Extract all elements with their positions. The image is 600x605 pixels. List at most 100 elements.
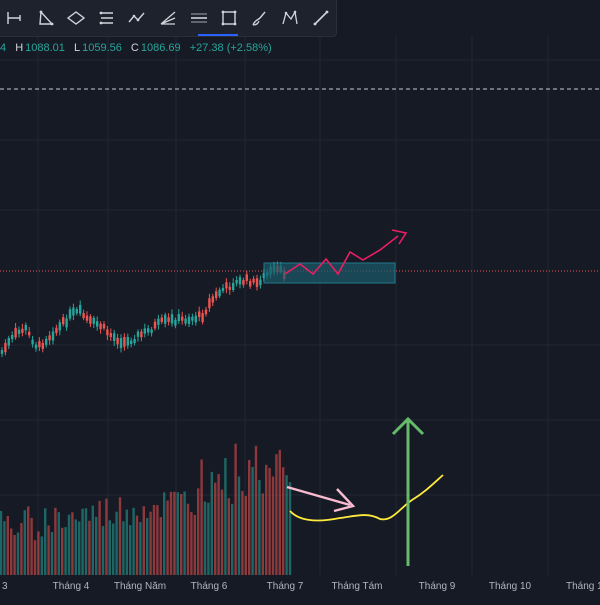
candle-body	[82, 313, 85, 319]
candle-body	[89, 316, 92, 324]
volume-bar	[108, 520, 111, 575]
brush-icon[interactable]	[244, 2, 275, 34]
candle-body	[235, 279, 238, 284]
rectangle-icon[interactable]	[214, 2, 245, 34]
candle-body	[4, 343, 7, 353]
volume-bar	[224, 458, 227, 575]
candle-body	[259, 279, 262, 286]
candle-body	[167, 317, 170, 322]
projection-box	[263, 262, 396, 284]
volume-bar	[30, 517, 33, 575]
candle-body	[7, 338, 10, 346]
candle-body	[113, 333, 116, 341]
trend-line-icon[interactable]	[0, 2, 31, 34]
candle-body	[232, 282, 235, 290]
volume-yellow-curve	[289, 474, 444, 522]
volume-bar	[248, 459, 251, 575]
volume-bar	[135, 515, 139, 575]
horizontal-line-icon[interactable]	[183, 2, 214, 34]
xabcd-pattern-icon[interactable]	[275, 2, 306, 34]
volume-bar	[275, 454, 278, 575]
candle-body	[11, 335, 14, 340]
candle-body	[238, 277, 242, 285]
candle-body	[92, 317, 95, 324]
candle-body	[31, 339, 34, 345]
volume-bar	[129, 525, 132, 575]
ohlc-legend: 4 H 1088.01 L 1059.56 C 1086.69 +27.38 (+2.…	[0, 42, 278, 54]
volume-bar	[81, 508, 84, 575]
volume-bar	[142, 506, 145, 575]
volume-bar	[6, 515, 9, 575]
volume-bar	[33, 540, 37, 575]
candle-body	[208, 298, 211, 309]
volume-bar	[271, 476, 275, 575]
volume-bar	[244, 495, 247, 575]
volume-bar	[254, 445, 258, 575]
parallel-channel-icon[interactable]	[92, 2, 123, 34]
ohlc-low-value: 1059.56	[82, 42, 122, 54]
x-tick-label: Tháng 10	[488, 581, 532, 592]
candle-body	[17, 329, 21, 335]
volume-bar	[40, 536, 43, 575]
candle-body	[211, 296, 214, 303]
volume-bar	[163, 492, 166, 575]
volume-bar	[71, 512, 74, 575]
candle-body	[48, 335, 51, 341]
candle-body	[106, 329, 109, 336]
triangle-pattern-icon[interactable]	[31, 2, 62, 34]
candle-body	[170, 314, 174, 324]
volume-bar	[122, 521, 125, 575]
volume-bar	[186, 503, 190, 575]
candle-body	[136, 331, 140, 337]
candle-body	[140, 331, 143, 338]
candle-body	[28, 331, 31, 336]
ruler-icon[interactable]	[305, 2, 336, 34]
volume-bar	[98, 500, 101, 575]
volume-bar	[118, 497, 122, 575]
candle-body	[58, 322, 61, 331]
volume-bar	[268, 467, 271, 575]
drawing-toolbar	[0, 0, 337, 37]
candle-body	[99, 323, 102, 330]
volume-bar	[180, 494, 183, 575]
candle-body	[109, 333, 112, 337]
candle-body	[119, 338, 123, 348]
volume-bar	[217, 474, 220, 575]
polyline-icon[interactable]	[122, 2, 153, 34]
candle-body	[68, 309, 72, 319]
volume-bar	[251, 467, 254, 575]
volume-bar	[190, 512, 193, 575]
volume-bar	[265, 464, 268, 575]
candle-body	[228, 286, 231, 290]
candle-body	[21, 328, 24, 333]
volume-bar	[50, 531, 54, 575]
volume-bar	[101, 526, 105, 575]
volume-bar	[61, 527, 64, 575]
x-tick-label: Tháng 9	[418, 581, 456, 592]
volume-bar	[64, 527, 67, 575]
volume-bar	[139, 522, 142, 575]
volume-bar	[105, 498, 108, 575]
volume-bar	[176, 492, 179, 575]
x-tick-label: Tháng 1	[566, 581, 600, 592]
candle-body	[204, 309, 208, 315]
fib-fan-icon[interactable]	[153, 2, 184, 34]
volume-bar	[115, 511, 118, 575]
x-tick-label-partial: 3	[2, 581, 8, 592]
volume-bar	[159, 517, 162, 575]
volume-bar	[261, 493, 264, 575]
volume-bar	[173, 491, 176, 575]
volume-bar	[285, 475, 288, 575]
candle-body	[191, 316, 194, 321]
candle-body	[79, 304, 82, 314]
candle-body	[164, 314, 167, 324]
ellipse-icon[interactable]	[61, 2, 92, 34]
volume-bar	[20, 523, 23, 575]
candle-body	[65, 318, 68, 328]
candle-body	[96, 321, 99, 327]
x-tick-label: Tháng 6	[190, 581, 228, 592]
forecast-arrow-head	[391, 229, 408, 245]
volume-bar	[88, 520, 91, 575]
